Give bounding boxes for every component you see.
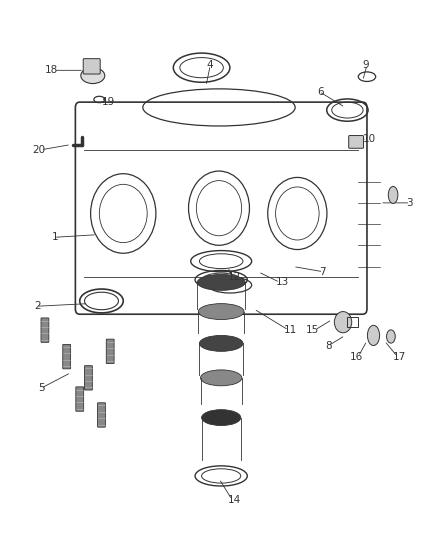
Text: 19: 19 [102, 97, 115, 107]
Text: 14: 14 [228, 495, 241, 505]
Ellipse shape [201, 370, 242, 386]
Text: 13: 13 [276, 277, 289, 287]
Text: 3: 3 [406, 198, 413, 208]
Ellipse shape [367, 325, 380, 345]
Circle shape [334, 312, 352, 333]
FancyBboxPatch shape [41, 318, 49, 342]
Text: 7: 7 [319, 267, 326, 277]
Ellipse shape [198, 304, 244, 319]
Text: 11: 11 [284, 325, 297, 335]
Ellipse shape [199, 335, 243, 351]
Text: 10: 10 [363, 134, 376, 144]
FancyBboxPatch shape [85, 366, 92, 390]
FancyBboxPatch shape [349, 135, 364, 148]
FancyBboxPatch shape [106, 339, 114, 364]
Text: 5: 5 [38, 383, 45, 393]
FancyBboxPatch shape [98, 403, 106, 427]
Text: 8: 8 [325, 341, 332, 351]
Text: 12: 12 [228, 272, 241, 282]
Text: 4: 4 [206, 60, 212, 70]
Text: 18: 18 [45, 66, 58, 75]
Ellipse shape [197, 274, 245, 290]
Text: 20: 20 [32, 145, 45, 155]
Ellipse shape [389, 187, 398, 204]
FancyBboxPatch shape [63, 344, 71, 369]
Text: 1: 1 [51, 232, 58, 243]
Text: 17: 17 [393, 352, 406, 361]
Text: 15: 15 [306, 325, 319, 335]
Text: 2: 2 [34, 301, 41, 311]
Text: 6: 6 [317, 86, 323, 96]
Ellipse shape [201, 410, 241, 425]
FancyBboxPatch shape [83, 59, 100, 74]
Text: 16: 16 [350, 352, 363, 361]
Ellipse shape [81, 68, 105, 84]
Ellipse shape [387, 330, 395, 343]
FancyBboxPatch shape [76, 387, 84, 411]
Text: 9: 9 [363, 60, 369, 70]
